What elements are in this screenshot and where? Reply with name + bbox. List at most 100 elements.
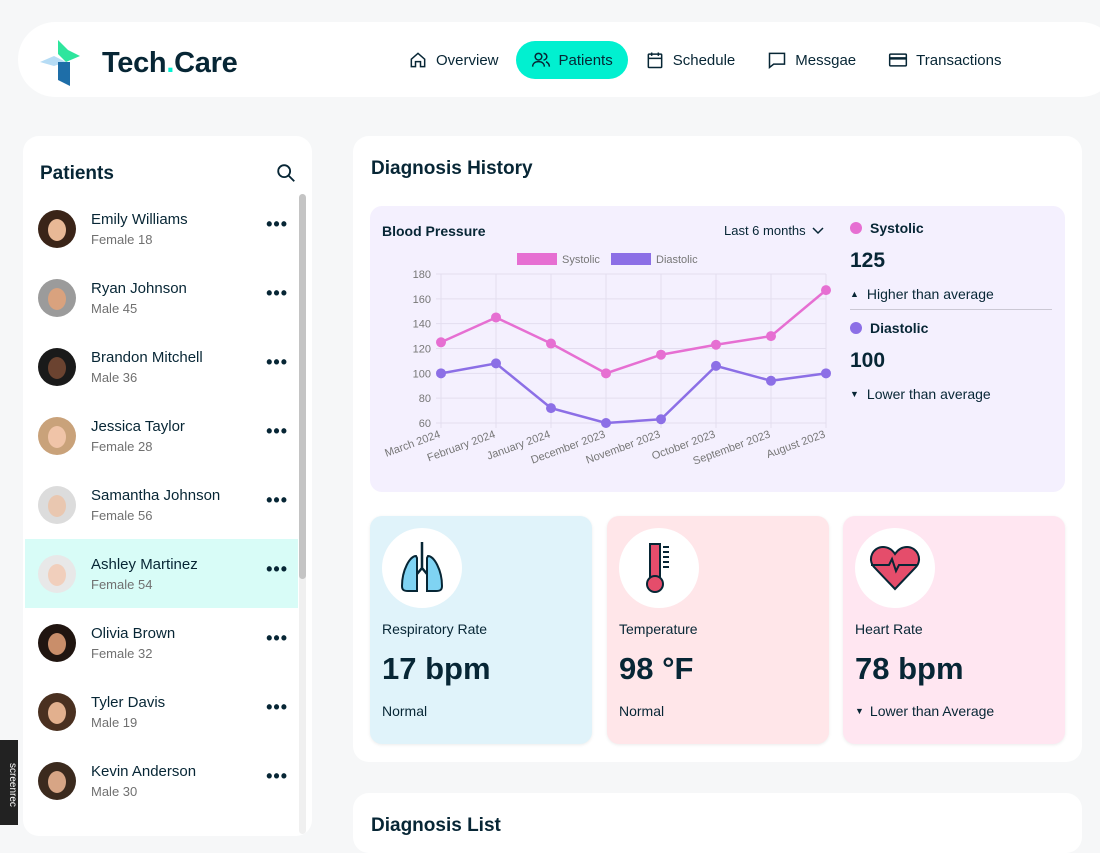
data-point <box>766 375 776 386</box>
legend-label: Diastolic <box>656 254 698 266</box>
patient-meta: Male 36 <box>91 369 138 385</box>
vital-note: Normal <box>382 703 428 719</box>
data-point <box>601 368 611 379</box>
patient-meta: Female 28 <box>91 438 153 454</box>
arrow-up-icon: ▲ <box>850 289 859 299</box>
avatar <box>38 347 76 386</box>
patient-row[interactable]: Olivia Brown Female 32 ••• <box>25 608 298 677</box>
data-point <box>546 403 556 414</box>
vital-note: Lower than Average <box>869 703 995 719</box>
patient-name: Brandon Mitchell <box>91 348 203 366</box>
diastolic-value: 100 <box>850 349 886 372</box>
scrollbar[interactable] <box>299 194 306 834</box>
data-point <box>766 331 776 342</box>
patient-meta: Male 19 <box>91 714 138 730</box>
series-line-systolic <box>440 289 827 375</box>
lungs-icon <box>400 542 444 592</box>
arrow-down-icon: ▼ <box>855 706 864 716</box>
patient-name: Samantha Johnson <box>91 486 221 504</box>
users-icon <box>531 52 550 67</box>
nav-label: Transactions <box>916 51 1002 69</box>
avatar <box>38 623 76 662</box>
patient-name: Emily Williams <box>91 210 188 228</box>
more-options-icon[interactable]: ••• <box>266 559 288 579</box>
credit-card-icon <box>889 53 908 67</box>
patient-name: Ryan Johnson <box>91 279 187 297</box>
patient-name: Jessica Taylor <box>91 417 185 435</box>
screenrec-watermark: screenrec <box>0 740 18 825</box>
avatar <box>38 416 76 455</box>
patient-row[interactable]: Ryan Johnson Male 45 ••• <box>25 263 298 332</box>
data-point <box>656 349 666 360</box>
search-icon[interactable] <box>275 162 297 184</box>
avatar <box>38 554 76 593</box>
data-point <box>491 358 501 369</box>
patient-name: Kevin Anderson <box>91 762 197 780</box>
vital-value: 98 °F <box>619 651 694 686</box>
data-point <box>601 418 611 428</box>
legend-swatch <box>517 253 557 265</box>
avatar <box>38 485 76 524</box>
patient-name: Ashley Martinez <box>91 555 198 573</box>
data-point <box>436 337 446 348</box>
patient-row[interactable]: Samantha Johnson Female 56 ••• <box>25 470 298 539</box>
patient-row[interactable]: Tyler Davis Male 19 ••• <box>25 677 298 746</box>
diagnosis-history-title: Diagnosis History <box>371 158 533 179</box>
patient-meta: Female 18 <box>91 231 153 247</box>
message-icon <box>769 52 786 70</box>
y-tick-label: 60 <box>419 418 431 430</box>
vital-value: 17 bpm <box>382 651 491 686</box>
data-point <box>821 285 831 296</box>
y-tick-label: 140 <box>413 319 431 331</box>
patient-meta: Female 32 <box>91 645 153 661</box>
more-options-icon[interactable]: ••• <box>266 697 288 717</box>
data-point <box>491 312 501 323</box>
patient-list: Emily Williams Female 18 ••• Ryan Johnson… <box>25 194 298 815</box>
logo[interactable]: Tech.Care <box>40 40 238 86</box>
scrollbar-thumb[interactable] <box>299 194 306 579</box>
range-dropdown[interactable]: Last 6 months <box>724 223 824 238</box>
more-options-icon[interactable]: ••• <box>266 490 288 510</box>
x-tick-label: August 2023 <box>765 429 827 461</box>
divider <box>850 309 1052 310</box>
patient-row[interactable]: Jessica Taylor Female 28 ••• <box>25 401 298 470</box>
more-options-icon[interactable]: ••• <box>266 214 288 234</box>
diastolic-label: Diastolic <box>870 320 929 336</box>
arrow-down-icon: ▼ <box>850 389 859 399</box>
systolic-label: Systolic <box>870 220 924 236</box>
patient-row[interactable]: Ashley Martinez Female 54 ••• <box>25 539 298 608</box>
diagnosis-list-title: Diagnosis List <box>371 815 501 836</box>
patient-row[interactable]: Emily Williams Female 18 ••• <box>25 194 298 263</box>
nav-label: Messgae <box>795 51 857 69</box>
y-tick-label: 80 <box>419 393 431 405</box>
more-options-icon[interactable]: ••• <box>266 283 288 303</box>
nav-overview[interactable]: Overview <box>393 41 514 79</box>
systolic-value: 125 <box>850 249 886 272</box>
nav-message[interactable]: Messgae <box>752 41 871 79</box>
nav-label: Schedule <box>672 51 736 69</box>
vital-note: Normal <box>619 703 665 719</box>
nav-patients[interactable]: Patients <box>515 41 628 79</box>
diastolic-dot <box>850 322 862 334</box>
patient-name: Olivia Brown <box>91 624 176 642</box>
data-point <box>821 368 831 379</box>
patient-row[interactable]: Kevin Anderson Male 30 ••• <box>25 746 298 815</box>
data-point <box>546 338 556 349</box>
nav-transactions[interactable]: Transactions <box>873 41 1016 79</box>
respiratory-rate-card: Respiratory Rate 17 bpm Normal <box>370 516 592 744</box>
patients-title: Patients <box>40 163 114 184</box>
thermometer-icon <box>646 543 669 593</box>
more-options-icon[interactable]: ••• <box>266 628 288 648</box>
more-options-icon[interactable]: ••• <box>266 766 288 786</box>
logo-text: Tech.Care <box>102 46 238 79</box>
home-icon <box>410 52 426 68</box>
y-tick-label: 120 <box>413 344 431 356</box>
more-options-icon[interactable]: ••• <box>266 352 288 372</box>
data-point <box>656 414 666 425</box>
patient-row[interactable]: Brandon Mitchell Male 36 ••• <box>25 332 298 401</box>
nav-schedule[interactable]: Schedule <box>630 41 751 79</box>
logo-icon <box>40 40 80 86</box>
more-options-icon[interactable]: ••• <box>266 421 288 441</box>
patient-meta: Male 30 <box>91 783 138 799</box>
